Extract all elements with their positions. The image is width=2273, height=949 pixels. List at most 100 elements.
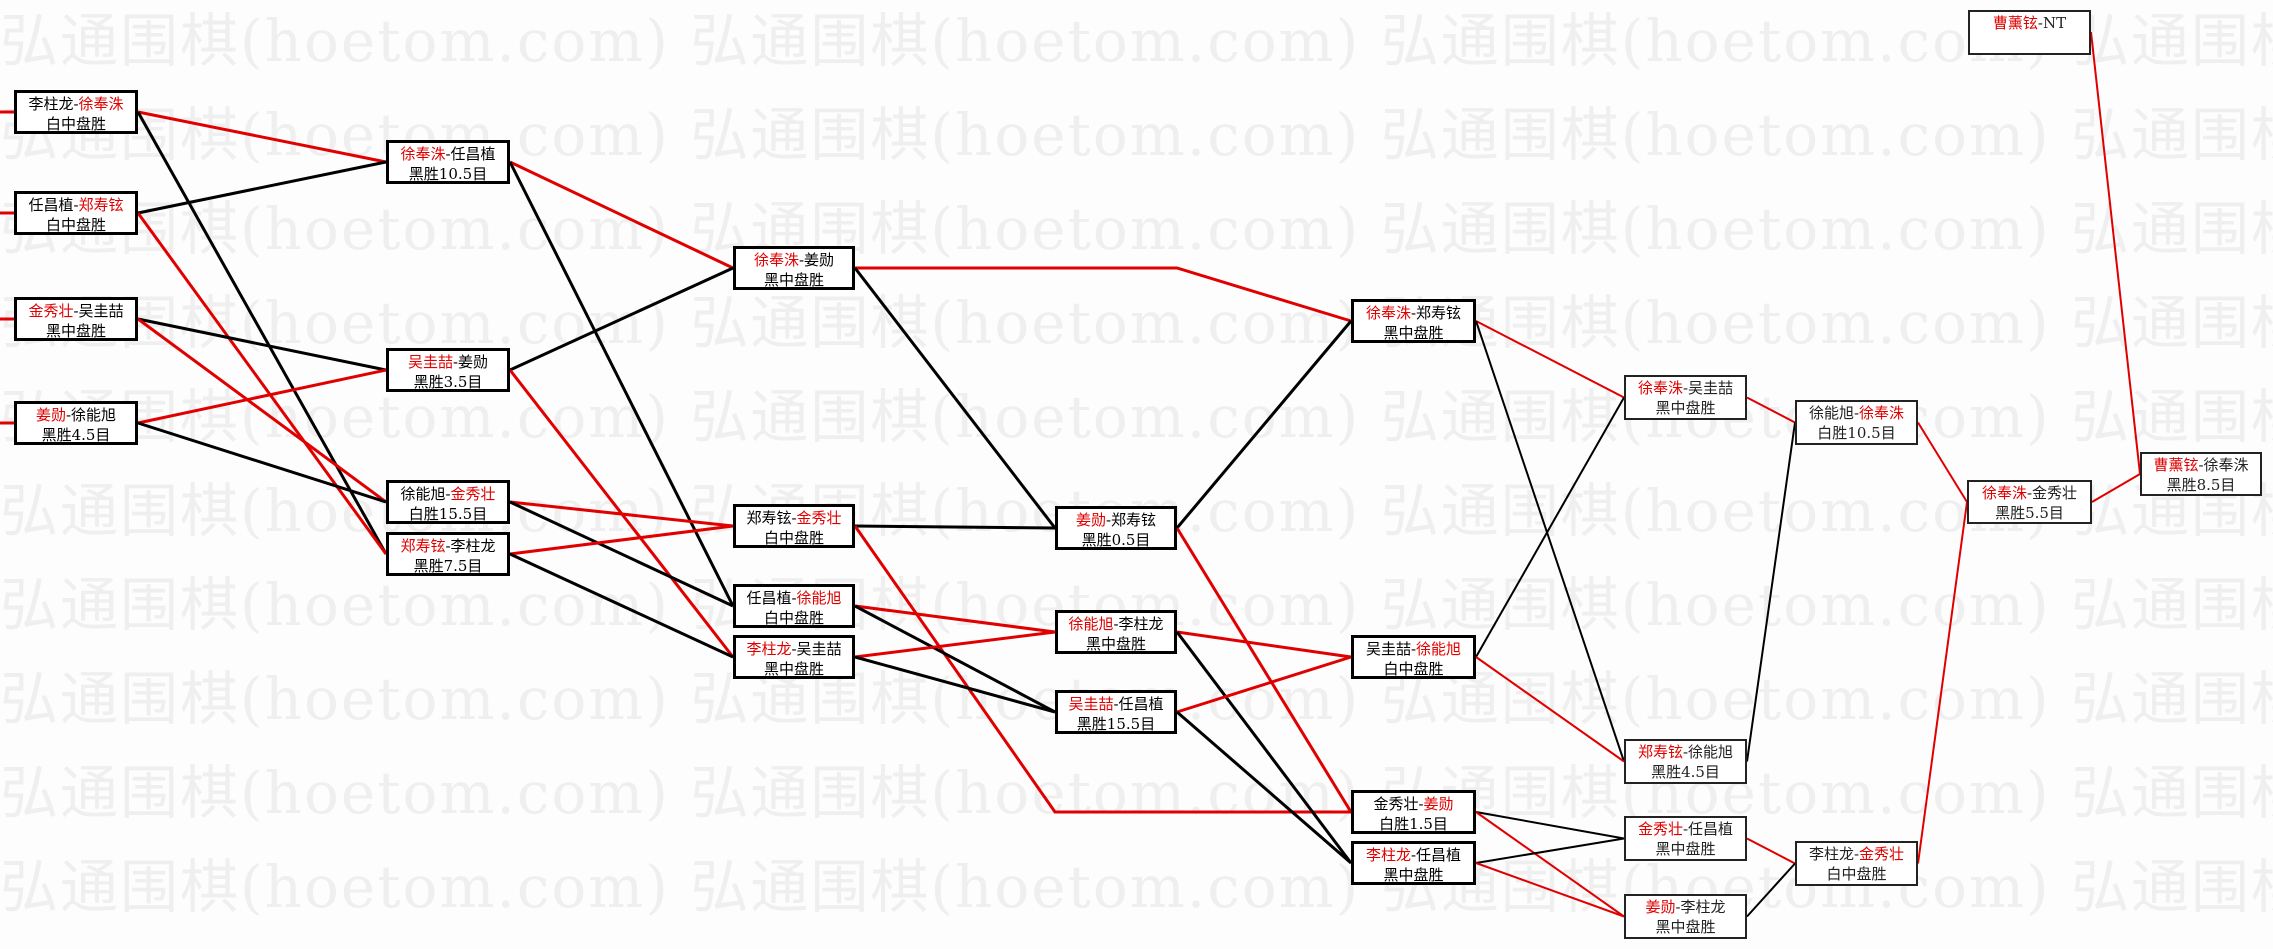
player-black[interactable]: 姜勋 bbox=[35, 406, 66, 424]
match-players: 曹薰铉-NT bbox=[1993, 14, 2066, 32]
bracket-connector bbox=[854, 655, 1056, 714]
player-white[interactable]: 徐能旭 bbox=[796, 589, 842, 607]
match-result: 白中盘胜 bbox=[45, 115, 106, 133]
player-white[interactable]: 任昌植 bbox=[1416, 846, 1462, 864]
match-box[interactable]: 李柱龙-任昌植 黑中盘胜 bbox=[1351, 841, 1476, 885]
player-black[interactable]: 李柱龙 bbox=[1808, 845, 1854, 863]
match-box[interactable]: 徐奉洙-吴圭喆 黑中盘胜 bbox=[1624, 375, 1747, 420]
match-box[interactable]: 李柱龙-吴圭喆 黑中盘胜 bbox=[733, 635, 855, 679]
player-white[interactable]: 郑寿铉 bbox=[1111, 511, 1157, 529]
match-box[interactable]: 徐能旭-金秀壮 白胜15.5目 bbox=[386, 480, 510, 524]
match-box[interactable]: 李柱龙-金秀壮 白中盘胜 bbox=[1795, 841, 1918, 886]
player-white[interactable]: 徐能旭 bbox=[1416, 640, 1462, 658]
match-box[interactable]: 任昌植-徐能旭 白中盘胜 bbox=[733, 584, 855, 628]
match-box[interactable]: 吴圭喆-徐能旭 白中盘胜 bbox=[1351, 635, 1476, 679]
player-black[interactable]: 姜勋 bbox=[1645, 898, 1676, 916]
match-box[interactable]: 徐奉洙-金秀壮 黑胜5.5目 bbox=[1967, 480, 2092, 524]
player-white[interactable]: 任昌植 bbox=[450, 145, 496, 163]
bracket-connector bbox=[1917, 421, 1968, 503]
player-black[interactable]: 金秀壮 bbox=[28, 302, 74, 320]
bracket-connector bbox=[137, 368, 387, 425]
match-box[interactable]: 姜勋-徐能旭 黑胜4.5目 bbox=[14, 401, 138, 445]
match-box[interactable]: 姜勋-郑寿铉 黑胜0.5目 bbox=[1055, 506, 1177, 550]
player-black[interactable]: 金秀壮 bbox=[1373, 795, 1419, 813]
player-white[interactable]: 任昌植 bbox=[1688, 820, 1734, 838]
player-white[interactable]: 徐奉洙 bbox=[2203, 456, 2249, 474]
separator: - bbox=[1682, 379, 1689, 397]
player-black[interactable]: 郑寿铉 bbox=[746, 509, 792, 527]
player-black[interactable]: 李柱龙 bbox=[1365, 846, 1411, 864]
player-black[interactable]: 徐能旭 bbox=[400, 485, 446, 503]
player-black[interactable]: 郑寿铉 bbox=[1637, 743, 1683, 761]
player-black[interactable]: 徐奉洙 bbox=[753, 251, 799, 269]
player-white[interactable]: 徐能旭 bbox=[1688, 743, 1734, 761]
match-result: 黑胜15.5目 bbox=[1076, 715, 1156, 733]
match-box[interactable]: 徐奉洙-郑寿铉 黑中盘胜 bbox=[1351, 299, 1476, 343]
player-black[interactable]: 姜勋 bbox=[1075, 511, 1106, 529]
player-black[interactable]: 吴圭喆 bbox=[1068, 695, 1114, 713]
match-box[interactable]: 姜勋-李柱龙 黑中盘胜 bbox=[1624, 894, 1747, 939]
player-white[interactable]: 金秀壮 bbox=[2032, 484, 2078, 502]
match-box[interactable]: 郑寿铉-金秀壮 白中盘胜 bbox=[733, 504, 855, 548]
player-black[interactable]: 任昌植 bbox=[746, 589, 792, 607]
bracket-connector bbox=[1176, 655, 1352, 714]
player-white[interactable]: 姜勋 bbox=[458, 353, 489, 371]
player-white[interactable]: 徐奉洙 bbox=[78, 95, 124, 113]
match-box[interactable]: 徐奉洙-任昌植 黑胜10.5目 bbox=[386, 140, 510, 184]
player-white[interactable]: 李柱龙 bbox=[1118, 615, 1164, 633]
match-box[interactable]: 金秀壮-姜勋 白胜1.5目 bbox=[1351, 790, 1476, 834]
player-black[interactable]: 徐奉洙 bbox=[1981, 484, 2027, 502]
player-white[interactable]: 郑寿铉 bbox=[78, 196, 124, 214]
player-black[interactable]: 郑寿铉 bbox=[400, 537, 446, 555]
player-black[interactable]: 徐奉洙 bbox=[1637, 379, 1683, 397]
player-white[interactable]: 徐能旭 bbox=[71, 406, 117, 424]
match-box[interactable]: 郑寿铉-徐能旭 黑胜4.5目 bbox=[1624, 739, 1747, 784]
player-white[interactable]: 吴圭喆 bbox=[796, 640, 842, 658]
match-box[interactable]: 金秀壮-吴圭喆 黑中盘胜 bbox=[14, 297, 138, 341]
player-black[interactable]: 吴圭喆 bbox=[407, 353, 453, 371]
player-black[interactable]: 吴圭喆 bbox=[1365, 640, 1411, 658]
player-black[interactable]: 李柱龙 bbox=[28, 95, 74, 113]
player-black[interactable]: 金秀壮 bbox=[1637, 820, 1683, 838]
player-white[interactable]: 姜勋 bbox=[804, 251, 835, 269]
player-white[interactable]: 金秀壮 bbox=[450, 485, 496, 503]
player-white[interactable]: NT bbox=[2042, 14, 2067, 32]
player-white[interactable]: 金秀壮 bbox=[1859, 845, 1905, 863]
player-white[interactable]: 李柱龙 bbox=[1680, 898, 1726, 916]
player-white[interactable]: 任昌植 bbox=[1118, 695, 1164, 713]
match-box[interactable]: 曹薰铉-NT bbox=[1968, 10, 2091, 55]
match-box[interactable]: 任昌植-郑寿铉 白中盘胜 bbox=[14, 191, 138, 235]
match-players: 金秀壮-吴圭喆 bbox=[28, 302, 123, 320]
match-box[interactable]: 徐能旭-李柱龙 黑中盘胜 bbox=[1055, 610, 1177, 654]
player-black[interactable]: 任昌植 bbox=[28, 196, 74, 214]
bracket-connector bbox=[1176, 630, 1352, 659]
match-box[interactable]: 吴圭喆-姜勋 黑胜3.5目 bbox=[386, 348, 510, 392]
player-black[interactable]: 曹薰铉 bbox=[2153, 456, 2199, 474]
match-result: 白胜10.5目 bbox=[1817, 424, 1896, 442]
player-white[interactable]: 姜勋 bbox=[1423, 795, 1454, 813]
separator: - bbox=[445, 485, 451, 503]
match-result: 白中盘胜 bbox=[763, 609, 824, 627]
separator: - bbox=[1675, 898, 1681, 916]
player-white[interactable]: 徐奉洙 bbox=[1859, 404, 1905, 422]
player-black[interactable]: 李柱龙 bbox=[746, 640, 792, 658]
match-players: 吴圭喆-任昌植 bbox=[1068, 695, 1163, 713]
player-black[interactable]: 徐能旭 bbox=[1808, 404, 1854, 422]
match-box[interactable]: 曹薰铉-徐奉洙 黑胜8.5目 bbox=[2140, 452, 2262, 496]
player-white[interactable]: 郑寿铉 bbox=[1416, 304, 1462, 322]
player-black[interactable]: 曹薰铉 bbox=[1992, 14, 2038, 32]
player-black[interactable]: 徐奉洙 bbox=[1365, 304, 1411, 322]
player-black[interactable]: 徐能旭 bbox=[1068, 615, 1114, 633]
player-black[interactable]: 徐奉洙 bbox=[400, 145, 446, 163]
match-box[interactable]: 郑寿铉-李柱龙 黑胜7.5目 bbox=[386, 532, 510, 576]
match-box[interactable]: 吴圭喆-任昌植 黑胜15.5目 bbox=[1055, 690, 1177, 734]
player-white[interactable]: 吴圭喆 bbox=[78, 302, 124, 320]
player-white[interactable]: 吴圭喆 bbox=[1688, 379, 1734, 397]
player-white[interactable]: 李柱龙 bbox=[450, 537, 496, 555]
match-players: 徐奉洙-任昌植 bbox=[400, 145, 495, 163]
match-box[interactable]: 徐奉洙-姜勋 黑中盘胜 bbox=[733, 246, 855, 290]
match-box[interactable]: 徐能旭-徐奉洙 白胜10.5目 bbox=[1795, 400, 1918, 445]
match-box[interactable]: 李柱龙-徐奉洙 白中盘胜 bbox=[14, 90, 138, 134]
match-box[interactable]: 金秀壮-任昌植 黑中盘胜 bbox=[1624, 816, 1747, 861]
player-white[interactable]: 金秀壮 bbox=[796, 509, 842, 527]
